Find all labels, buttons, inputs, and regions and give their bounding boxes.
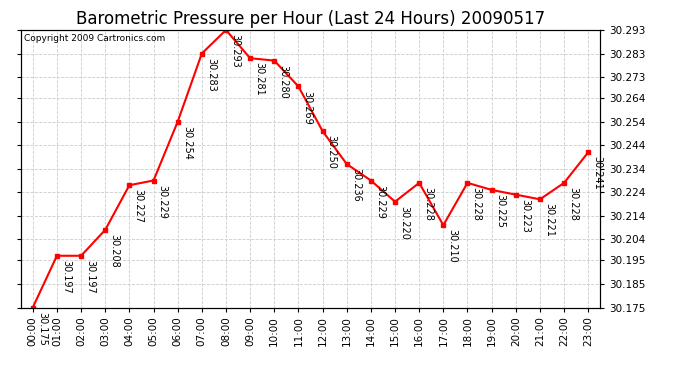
Text: 30.228: 30.228 [424, 187, 433, 221]
Text: 30.175: 30.175 [37, 312, 47, 345]
Title: Barometric Pressure per Hour (Last 24 Hours) 20090517: Barometric Pressure per Hour (Last 24 Ho… [76, 10, 545, 28]
Text: 30.250: 30.250 [327, 135, 337, 169]
Text: 30.283: 30.283 [206, 58, 216, 92]
Text: 30.229: 30.229 [375, 184, 385, 219]
Text: 30.223: 30.223 [520, 199, 530, 232]
Text: 30.293: 30.293 [230, 34, 240, 68]
Text: 30.221: 30.221 [544, 204, 554, 237]
Text: 30.228: 30.228 [569, 187, 578, 221]
Text: 30.210: 30.210 [448, 230, 457, 263]
Text: 30.227: 30.227 [134, 189, 144, 224]
Text: 30.254: 30.254 [182, 126, 192, 160]
Text: 30.280: 30.280 [279, 65, 288, 99]
Text: 30.220: 30.220 [400, 206, 409, 240]
Text: 30.228: 30.228 [472, 187, 482, 221]
Text: 30.197: 30.197 [86, 260, 95, 294]
Text: 30.225: 30.225 [496, 194, 506, 228]
Text: 30.236: 30.236 [351, 168, 361, 202]
Text: 30.197: 30.197 [61, 260, 71, 294]
Text: 30.229: 30.229 [158, 184, 168, 219]
Text: 30.269: 30.269 [303, 91, 313, 124]
Text: Copyright 2009 Cartronics.com: Copyright 2009 Cartronics.com [23, 34, 165, 43]
Text: 30.241: 30.241 [593, 156, 602, 190]
Text: 30.208: 30.208 [110, 234, 119, 268]
Text: 30.281: 30.281 [255, 62, 264, 96]
